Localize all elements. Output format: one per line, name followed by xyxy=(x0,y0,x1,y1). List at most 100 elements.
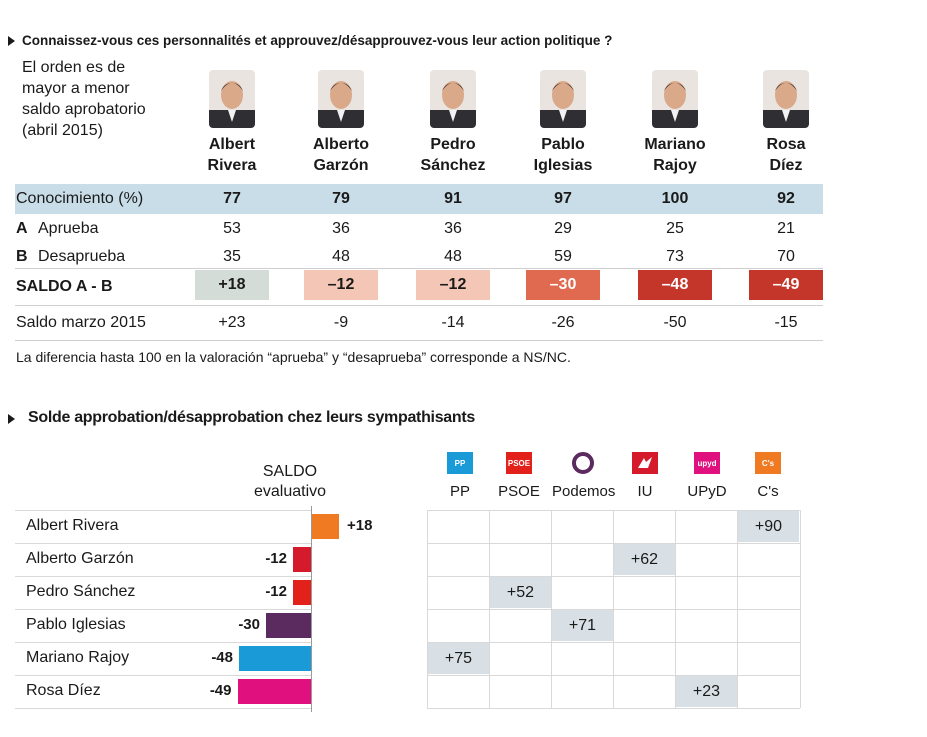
party-logo-icon: C's xyxy=(755,452,781,474)
grid-line xyxy=(800,510,801,708)
sympathisant-cell: +23 xyxy=(676,676,737,707)
politician-first-name: Albert xyxy=(208,136,256,153)
saldo-header-line: evaluativo xyxy=(253,483,327,500)
grid-line xyxy=(427,642,800,643)
saldo-header-line: SALDO xyxy=(262,463,318,480)
row-name: Pedro Sánchez xyxy=(26,583,136,600)
row-name: Rosa Díez xyxy=(26,682,101,699)
party-name: PSOE xyxy=(498,483,540,500)
row-name: Albert Rivera xyxy=(26,517,119,534)
politician-first-name: Pedro xyxy=(430,136,476,153)
saldo-cell: –48 xyxy=(638,270,712,300)
politician-photo xyxy=(763,70,809,128)
politician-name: Rosa Díez xyxy=(734,134,838,176)
table-cell: 73 xyxy=(666,248,684,265)
row-divider xyxy=(15,708,311,709)
saldo-bar xyxy=(237,679,311,704)
saldo-bar xyxy=(293,547,311,572)
politician-name: Pedro Sánchez xyxy=(401,134,505,176)
row-divider xyxy=(15,576,311,577)
saldo-cell: +18 xyxy=(195,270,269,300)
party-name: IU xyxy=(637,483,653,500)
politician-first-name: Mariano xyxy=(644,136,706,153)
table-cell: 53 xyxy=(223,220,241,237)
grid-line xyxy=(427,576,800,577)
saldo-value: -12 xyxy=(265,550,287,567)
row-name: Mariano Rajoy xyxy=(26,649,130,666)
politician-last-name: Iglesias xyxy=(533,157,593,174)
row-label: Aprueba xyxy=(38,220,99,237)
table-cell: 36 xyxy=(332,220,350,237)
intro-line: (abril 2015) xyxy=(22,122,103,139)
politician-photo xyxy=(540,70,586,128)
saldo-value: -30 xyxy=(238,616,260,633)
bullet-icon xyxy=(8,414,15,424)
saldo-cell: –49 xyxy=(749,270,823,300)
party-name: C's xyxy=(757,483,779,500)
intro-line: saldo aprobatorio xyxy=(22,101,146,118)
table-cell: 36 xyxy=(444,220,462,237)
table-cell: 48 xyxy=(444,248,462,265)
party-logo-icon: upyd xyxy=(694,452,720,474)
party-logo-icon xyxy=(632,452,658,474)
march-cell: +23 xyxy=(218,314,246,331)
axis-line xyxy=(311,506,312,712)
party-name: PP xyxy=(449,483,470,500)
party-logo-icon xyxy=(570,452,596,474)
section2-title: Solde approbation/désapprobation chez le… xyxy=(28,409,475,426)
grid-line xyxy=(427,510,800,511)
row-name: Alberto Garzón xyxy=(26,550,134,567)
divider xyxy=(15,305,823,306)
saldo-header: SALDO evaluativo xyxy=(230,462,350,502)
row-prefix: B xyxy=(16,248,28,265)
table-cell: 77 xyxy=(223,190,241,207)
sympathisant-cell: +71 xyxy=(552,610,613,641)
sympathisant-cell: +62 xyxy=(614,544,675,575)
saldo-value: -48 xyxy=(211,649,233,666)
sympathisant-cell: +90 xyxy=(738,511,799,542)
section1-title: Connaissez-vous ces personnalités et app… xyxy=(22,33,613,48)
grid-line xyxy=(427,543,800,544)
table-cell: 25 xyxy=(666,220,684,237)
grid-line xyxy=(427,675,800,676)
march-cell: -15 xyxy=(774,314,798,331)
saldo-cell: –12 xyxy=(304,270,378,300)
intro-text: El orden es de mayor a menor saldo aprob… xyxy=(22,57,182,141)
saldo-cell: –12 xyxy=(416,270,490,300)
table-cell: 59 xyxy=(554,248,572,265)
march-label: Saldo marzo 2015 xyxy=(16,314,146,331)
row-divider xyxy=(15,609,311,610)
table-cell: 48 xyxy=(332,248,350,265)
footnote: La diferencia hasta 100 en la valoración… xyxy=(16,349,571,365)
politician-photo xyxy=(652,70,698,128)
table-cell: 92 xyxy=(777,190,795,207)
sympathisant-cell: +75 xyxy=(428,643,489,674)
table-cell: 100 xyxy=(661,190,689,207)
politician-name: Alberto Garzón xyxy=(289,134,393,176)
politician-last-name: Sánchez xyxy=(420,157,486,174)
saldo-bar xyxy=(293,580,311,605)
politician-last-name: Díez xyxy=(769,157,803,174)
politician-last-name: Garzón xyxy=(313,157,369,174)
intro-line: El orden es de xyxy=(22,59,126,76)
row-divider xyxy=(15,642,311,643)
march-cell: -26 xyxy=(551,314,575,331)
politician-first-name: Pablo xyxy=(541,136,585,153)
row-label: Desaprueba xyxy=(38,248,126,265)
saldo-value: +18 xyxy=(347,517,373,534)
bullet-icon xyxy=(8,36,15,46)
row-label: Conocimiento (%) xyxy=(16,190,144,207)
saldo-value: -49 xyxy=(209,682,232,699)
saldo-bar xyxy=(312,514,339,539)
party-name: UPyD xyxy=(687,483,727,500)
table-cell: 70 xyxy=(777,248,795,265)
row-name: Pablo Iglesias xyxy=(26,616,126,633)
grid-line xyxy=(427,609,800,610)
table-cell: 91 xyxy=(444,190,462,207)
grid-line xyxy=(427,708,800,709)
march-cell: -50 xyxy=(663,314,687,331)
saldo-bar xyxy=(239,646,311,671)
intro-line: mayor a menor xyxy=(22,80,130,97)
party-logo-icon: PP xyxy=(447,452,473,474)
table-cell: 35 xyxy=(223,248,241,265)
